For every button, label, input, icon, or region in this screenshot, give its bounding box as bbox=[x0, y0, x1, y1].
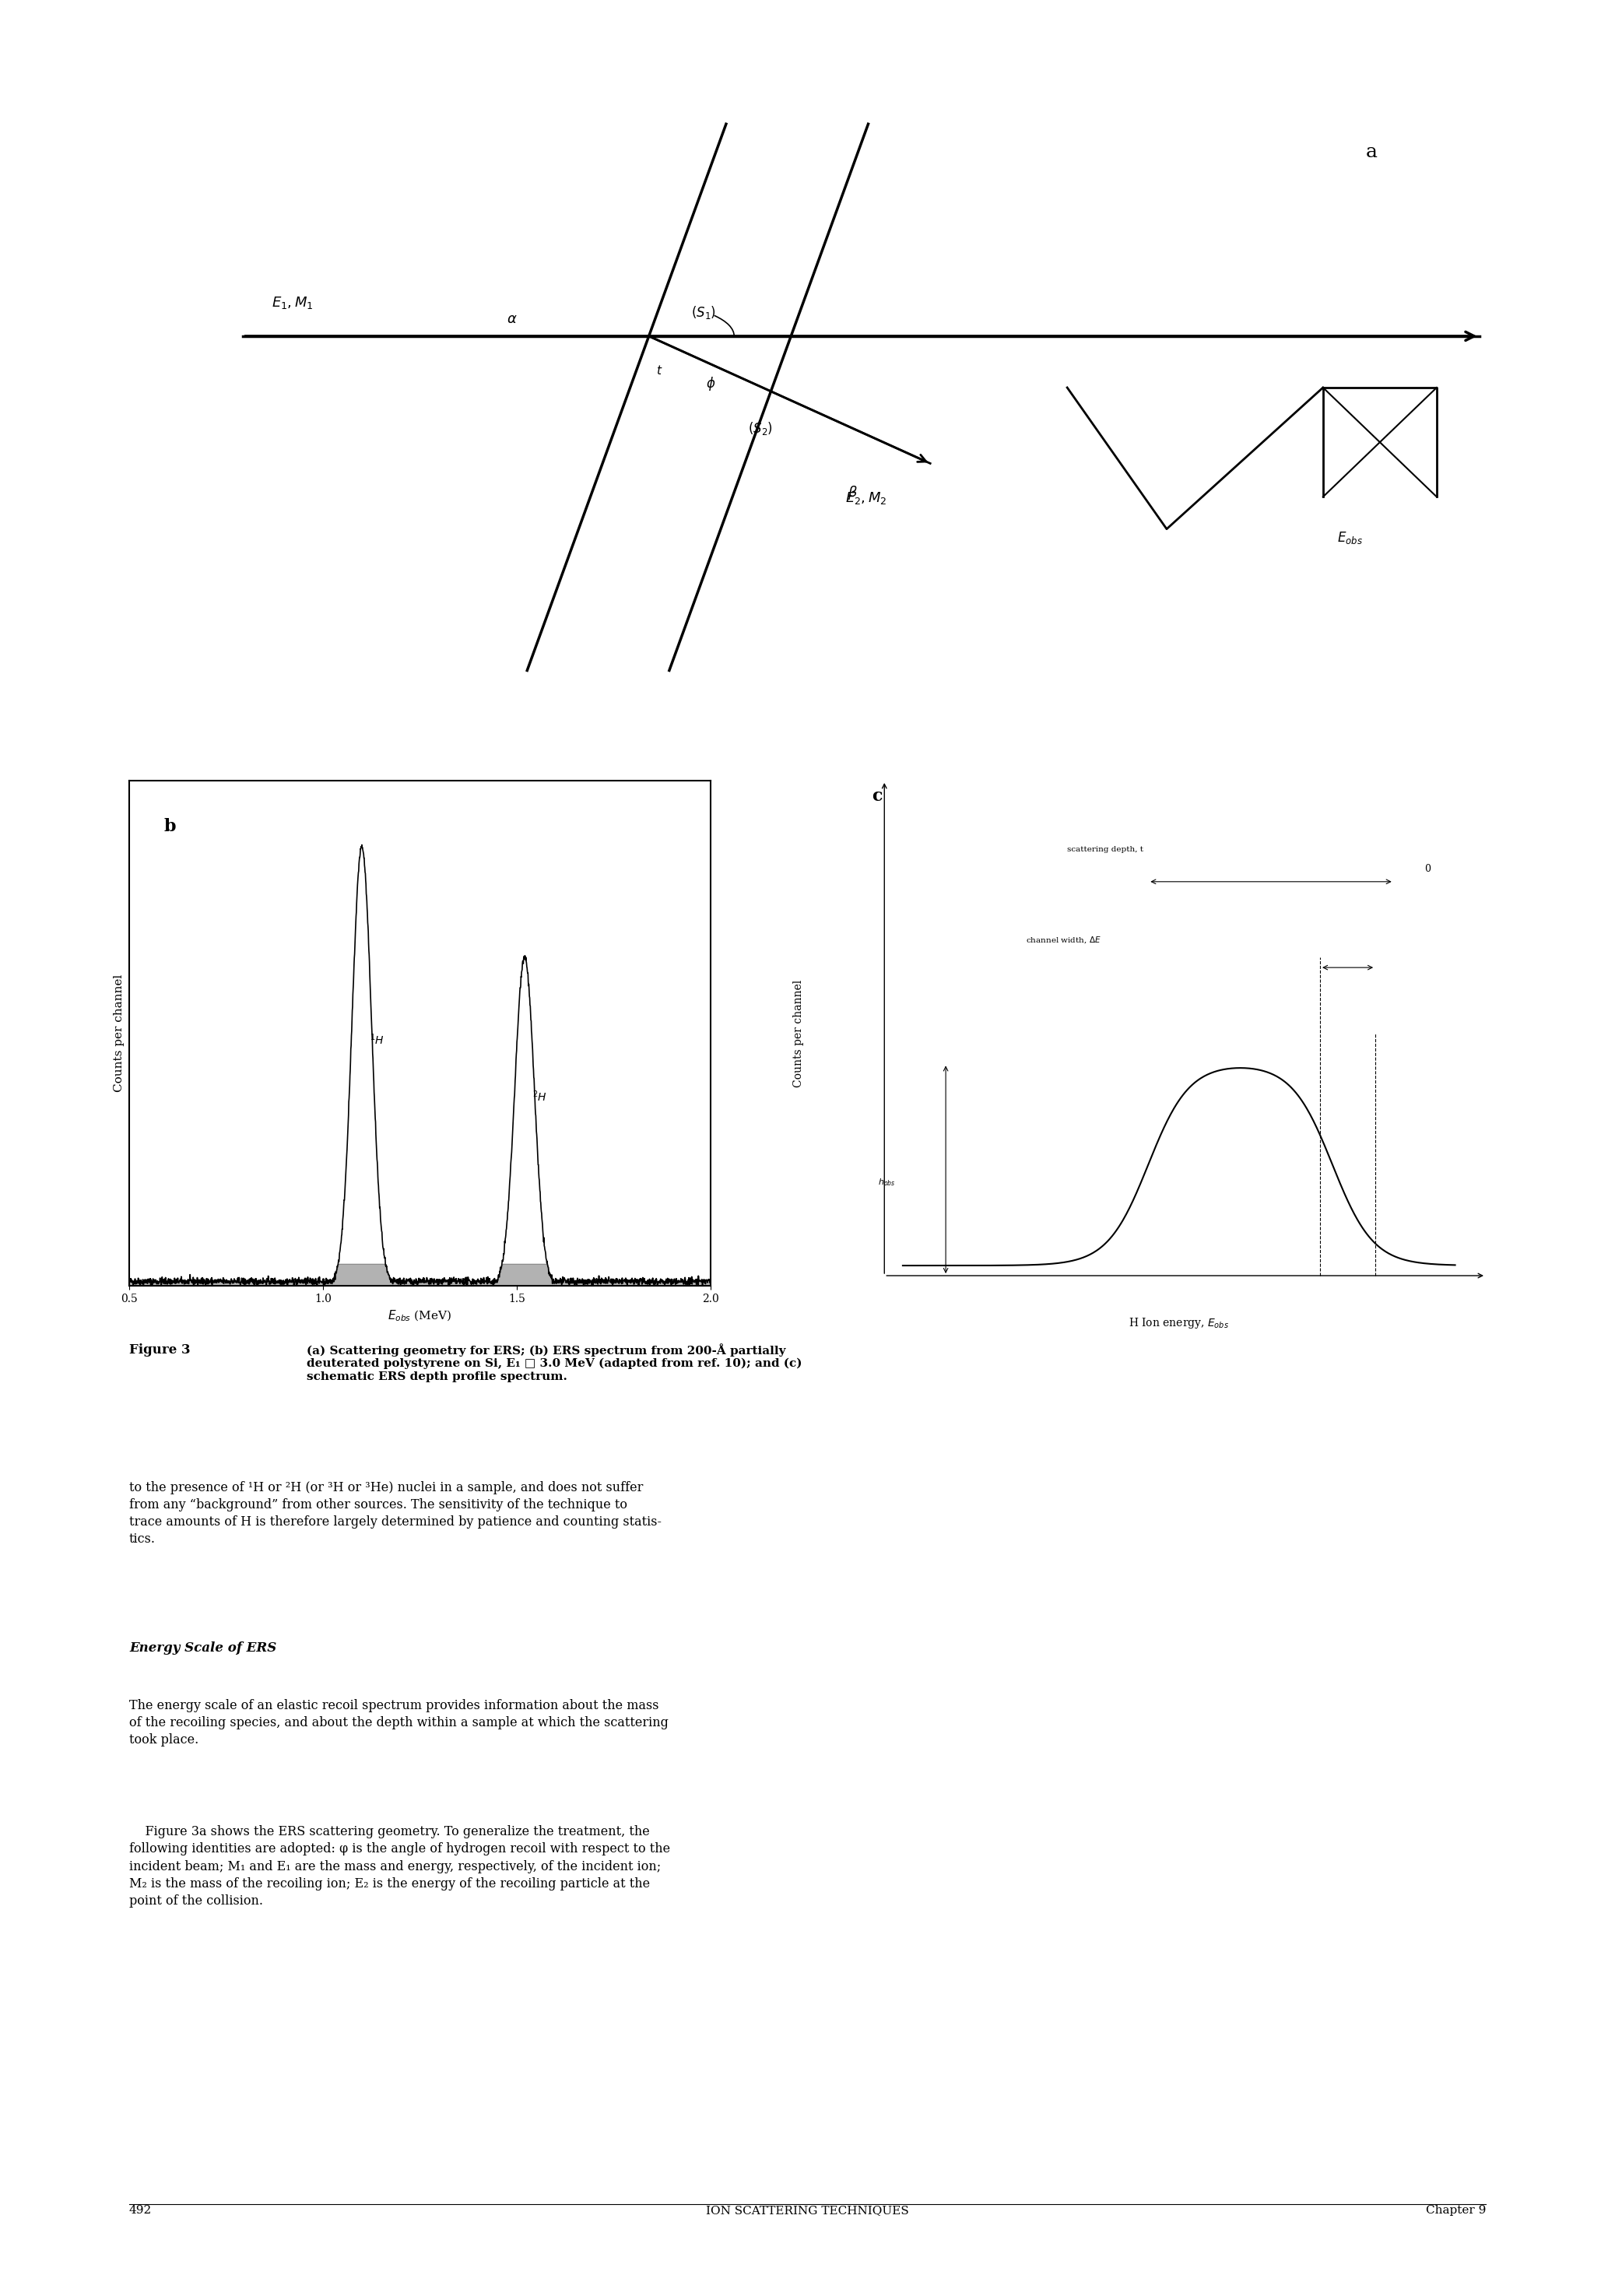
Text: $(S_2)$: $(S_2)$ bbox=[748, 420, 774, 436]
Text: $E_{obs}$: $E_{obs}$ bbox=[1337, 530, 1363, 546]
Text: c: c bbox=[872, 788, 883, 804]
Text: $E_1, M_1$: $E_1, M_1$ bbox=[271, 294, 313, 310]
Text: Counts per channel: Counts per channel bbox=[793, 980, 804, 1086]
Text: b: b bbox=[165, 817, 176, 836]
Text: a: a bbox=[1366, 142, 1378, 161]
Text: $^2H$: $^2H$ bbox=[533, 1088, 547, 1104]
Text: Chapter 9: Chapter 9 bbox=[1426, 2204, 1486, 2216]
Text: $E_2, M_2$: $E_2, M_2$ bbox=[845, 491, 887, 505]
X-axis label: $E_{obs}$ (MeV): $E_{obs}$ (MeV) bbox=[388, 1309, 452, 1322]
Text: (a) Scattering geometry for ERS; (b) ERS spectrum from 200-Å partially
deuterate: (a) Scattering geometry for ERS; (b) ERS… bbox=[307, 1343, 803, 1382]
Y-axis label: Counts per channel: Counts per channel bbox=[115, 974, 124, 1093]
Text: $\beta$: $\beta$ bbox=[848, 484, 858, 501]
Text: to the presence of ¹H or ²H (or ³H or ³He) nuclei in a sample, and does not suff: to the presence of ¹H or ²H (or ³H or ³H… bbox=[129, 1481, 662, 1545]
Text: scattering depth, t: scattering depth, t bbox=[1068, 845, 1143, 852]
Text: $h_{obs}$: $h_{obs}$ bbox=[879, 1178, 896, 1187]
Text: ION SCATTERING TECHNIQUES: ION SCATTERING TECHNIQUES bbox=[706, 2204, 909, 2216]
Text: $\alpha$: $\alpha$ bbox=[507, 312, 517, 326]
Text: Energy Scale of ERS: Energy Scale of ERS bbox=[129, 1642, 276, 1655]
Text: The energy scale of an elastic recoil spectrum provides information about the ma: The energy scale of an elastic recoil sp… bbox=[129, 1699, 669, 1747]
Text: $(S_1)$: $(S_1)$ bbox=[691, 305, 717, 321]
Text: $\phi$: $\phi$ bbox=[706, 374, 715, 393]
Text: Figure 3a shows the ERS scattering geometry. To generalize the treatment, the
fo: Figure 3a shows the ERS scattering geome… bbox=[129, 1825, 670, 1908]
Text: $t$: $t$ bbox=[656, 365, 662, 377]
Text: 0: 0 bbox=[1424, 863, 1431, 875]
Text: 492: 492 bbox=[129, 2204, 152, 2216]
Text: $^1H$: $^1H$ bbox=[370, 1031, 384, 1047]
Text: channel width, $\Delta E$: channel width, $\Delta E$ bbox=[1026, 934, 1101, 946]
Text: Figure 3: Figure 3 bbox=[129, 1343, 191, 1357]
Text: H Ion energy, $E_{obs}$: H Ion energy, $E_{obs}$ bbox=[1129, 1316, 1229, 1329]
